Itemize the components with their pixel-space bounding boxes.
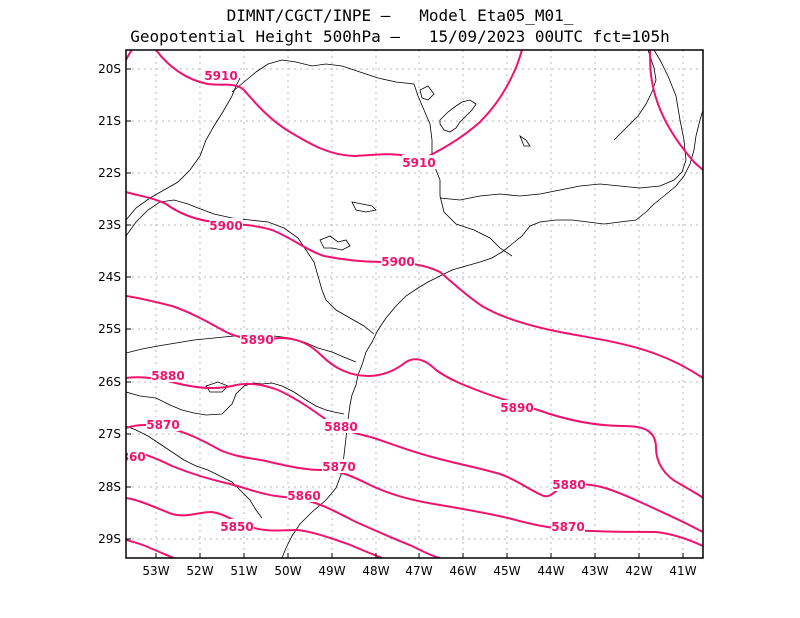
lat-tick-label: 22S <box>98 166 121 180</box>
lat-tick-label: 20S <box>98 62 121 76</box>
lon-tick-label: 43W <box>581 564 608 578</box>
contour-5910-corner <box>126 50 133 61</box>
contour-label: 5890 <box>500 401 533 415</box>
lon-tick-label: 53W <box>142 564 169 578</box>
tick-marks <box>126 68 684 558</box>
lon-tick-label: 48W <box>362 564 389 578</box>
contour-label: 5900 <box>381 255 414 269</box>
coastline <box>281 109 703 558</box>
border-mg-sp <box>231 59 513 257</box>
contour-label: 5870 <box>551 520 584 534</box>
lat-tick-label: 21S <box>98 114 121 128</box>
contour-5860 <box>126 449 441 558</box>
lat-tick-label: 23S <box>98 218 121 232</box>
contour-label: 5860 <box>287 489 320 503</box>
lon-tick-label: 49W <box>318 564 345 578</box>
contour-label: 5910 <box>204 69 237 83</box>
lat-tick-label: 24S <box>98 270 121 284</box>
contour-5910-west <box>155 50 523 162</box>
lat-tick-label: 26S <box>98 375 121 389</box>
contour-label: 5850 <box>220 520 253 534</box>
border-ms-sp <box>126 77 241 221</box>
grid-lines <box>126 50 703 558</box>
lat-tick-label: 25S <box>98 322 121 336</box>
border-sc-rs <box>126 382 345 416</box>
lon-tick-label: 41W <box>669 564 696 578</box>
lon-tick-label: 47W <box>405 564 432 578</box>
lat-tick-label: 28S <box>98 480 121 494</box>
contour-label: 5870 <box>322 460 355 474</box>
contour-label: 5880 <box>552 478 585 492</box>
lon-tick-label: 45W <box>493 564 520 578</box>
border-mg-es <box>613 50 657 141</box>
contour-label: 5910 <box>402 156 435 170</box>
contour-lines <box>126 50 703 558</box>
contour-5880 <box>126 376 703 533</box>
border-mg-rj <box>439 50 687 201</box>
lon-tick-label: 51W <box>230 564 257 578</box>
lat-tick-label: 27S <box>98 427 121 441</box>
contour-5870 <box>126 424 703 547</box>
border-sp-pr <box>126 199 375 335</box>
reservoir-mg <box>419 85 435 101</box>
reservoir-furnas <box>439 99 477 133</box>
reservoir-rs <box>205 381 229 393</box>
lon-tick-label: 42W <box>625 564 652 578</box>
contour-5910-east <box>649 50 703 171</box>
lon-tick-label: 52W <box>186 564 213 578</box>
lon-tick-label: 44W <box>537 564 564 578</box>
reservoir-sp-2 <box>351 201 377 213</box>
lon-axis-labels: 53W 52W 51W 50W 49W 48W 47W 46W 45W 44W … <box>142 564 696 578</box>
map-frame <box>125 49 704 559</box>
map-title-line-1: DIMNT/CGCT/INPE – Model Eta05_M01_ <box>226 6 574 25</box>
map-title-line-2: Geopotential Height 500hPa – 15/09/2023 … <box>130 27 670 46</box>
contour-labels: 5910 5910 5900 5900 5890 5890 5880 5880 … <box>112 68 586 534</box>
border-rs-west <box>126 425 263 519</box>
contour-label: 5870 <box>146 418 179 432</box>
contour-label: 5890 <box>240 333 273 347</box>
contour-label: 5900 <box>209 219 242 233</box>
lat-axis-labels: 20S 21S 22S 23S 24S 25S 26S 27S 28S 29S <box>98 62 121 546</box>
contour-5840 <box>126 539 175 558</box>
contour-label: 5860 <box>112 450 145 464</box>
contour-label: 5880 <box>324 420 357 434</box>
reservoir-mg-2 <box>519 134 531 147</box>
coastline-and-borders <box>126 50 703 558</box>
contour-label: 5880 <box>151 369 184 383</box>
lat-tick-label: 29S <box>98 532 121 546</box>
contour-5890 <box>126 295 703 499</box>
lon-tick-label: 50W <box>274 564 301 578</box>
lon-tick-label: 46W <box>449 564 476 578</box>
reservoir-sp <box>319 235 351 251</box>
